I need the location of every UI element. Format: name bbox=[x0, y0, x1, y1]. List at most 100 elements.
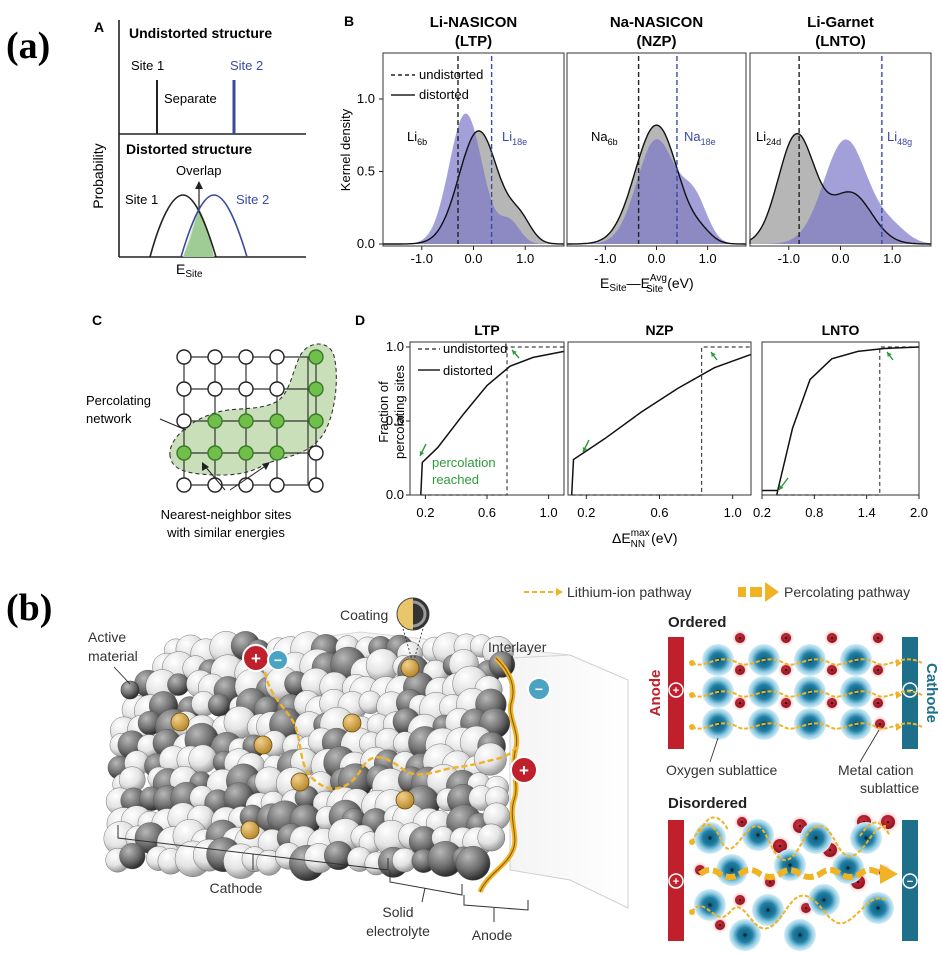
coated-particle bbox=[342, 713, 362, 733]
metal-cation-core bbox=[830, 701, 834, 705]
metal-cation-core bbox=[804, 906, 808, 910]
panel-b-undistorted-area bbox=[383, 113, 564, 244]
panel-d-xtick-label: 1.0 bbox=[540, 505, 558, 520]
panel-c-site-green bbox=[308, 413, 324, 429]
metal-cation-core bbox=[784, 636, 788, 640]
panel-b-site2-main: Na bbox=[684, 129, 701, 144]
pathway-legend: Lithium-ion pathway Percolating pathway bbox=[524, 582, 910, 602]
panel-c-site-green bbox=[269, 413, 285, 429]
panel-c-sites-line1: Nearest-neighbor sites bbox=[161, 507, 292, 522]
panel-c-site bbox=[238, 477, 254, 493]
percolating-pathway bbox=[698, 867, 882, 880]
metal-cation-core bbox=[830, 636, 834, 640]
panel-c-site bbox=[269, 477, 285, 493]
panel-b-legend-undistorted: undistorted bbox=[419, 67, 483, 82]
percolating-arrowhead bbox=[880, 864, 898, 884]
panel-b-xtick-label: -1.0 bbox=[778, 251, 800, 266]
panel-b-site2-label: Li48g bbox=[887, 129, 912, 147]
coating-detail-core bbox=[413, 598, 429, 630]
ordered-li-path bbox=[691, 690, 923, 698]
panel-b-site1-main: Na bbox=[591, 129, 608, 144]
panel-b-site2-sub: 18e bbox=[701, 137, 716, 147]
active-material-sphere bbox=[167, 673, 190, 696]
panel-b-site1-label: Na6b bbox=[591, 129, 618, 147]
panel-d-percolation-fraction: D Fraction of percolating sites 0.0 0.5 1.… bbox=[355, 312, 928, 550]
panel-d-frame bbox=[761, 341, 920, 496]
panel-c-percolating-network-line1: Percolating bbox=[86, 393, 151, 408]
panel-b-xtick-label: 1.0 bbox=[699, 251, 717, 266]
perc-legend-arrow bbox=[765, 582, 779, 602]
panel-b-xlabel: ESite—EAvg Site (eV) bbox=[600, 273, 694, 295]
panel-c-site-green bbox=[207, 445, 223, 461]
oxygen-core bbox=[708, 836, 712, 840]
disordered-li-path bbox=[859, 821, 891, 837]
metal-cation-core bbox=[876, 701, 880, 705]
panel-a-ylabel: Probability bbox=[90, 143, 106, 208]
metal-pointer bbox=[859, 729, 880, 763]
panel-a-overlap: Overlap bbox=[176, 163, 222, 178]
perc-legend-dash2 bbox=[750, 587, 762, 597]
coated-particle bbox=[395, 790, 415, 810]
panel-b-xtick-label: 0.0 bbox=[831, 251, 849, 266]
metal-cation-core bbox=[798, 824, 802, 828]
metal-cation-line1: Metal cation bbox=[838, 762, 913, 778]
panel-a-title-distorted: Distorted structure bbox=[126, 141, 252, 157]
panel-c-site-green bbox=[238, 445, 254, 461]
anode-electron bbox=[527, 677, 551, 701]
panel-c-site bbox=[269, 381, 285, 397]
anode-minus-sign: − bbox=[535, 681, 543, 697]
panel-d-percolation-line2: reached bbox=[432, 472, 479, 487]
panel-c-site-green bbox=[176, 445, 192, 461]
panel-a-letter: A bbox=[94, 19, 104, 35]
oxygen-core bbox=[814, 836, 818, 840]
ordered-minus-terminal bbox=[902, 682, 918, 698]
panel-c-sites-line2: with similar energies bbox=[166, 525, 285, 540]
oxygen-core bbox=[846, 866, 850, 870]
anode-label: Anode bbox=[472, 927, 513, 943]
panel-b-ytick-label: 0.5 bbox=[357, 164, 375, 179]
disordered-plus-terminal bbox=[668, 873, 684, 889]
panel-d-undistorted-step bbox=[776, 346, 919, 496]
panel-c-site-green bbox=[207, 413, 223, 429]
panel-d-xtick-label: 1.4 bbox=[858, 505, 876, 520]
panel-b-site2-main: Li bbox=[502, 129, 512, 144]
panel-b-density-curve bbox=[749, 132, 931, 245]
panel-c-site bbox=[238, 381, 254, 397]
oxygen-pointer bbox=[709, 737, 719, 763]
panel-c-site-green bbox=[308, 349, 324, 365]
panel-b-site1-sub: 24d bbox=[766, 137, 781, 147]
panel-d-title: NZP bbox=[646, 322, 674, 338]
anode-plus-sign: + bbox=[519, 761, 529, 780]
panel-c-site bbox=[238, 349, 254, 365]
electrolyte-sphere bbox=[473, 742, 507, 776]
figure-label-a: (a) bbox=[6, 25, 50, 67]
panel-d-green-arrowhead bbox=[779, 485, 784, 490]
panel-c-arrow-right bbox=[229, 464, 268, 491]
figure-label-b: (b) bbox=[6, 587, 52, 629]
ordered-title: Ordered bbox=[668, 614, 726, 631]
ordered-li-start bbox=[689, 660, 695, 666]
panel-d-xtick-label: 0.6 bbox=[478, 505, 496, 520]
panel-c-site bbox=[269, 349, 285, 365]
panel-a-overlap-arrowhead bbox=[195, 181, 203, 189]
oxygen-core bbox=[756, 833, 760, 837]
li-ion-pathway bbox=[263, 671, 519, 790]
disordered-li-path bbox=[691, 823, 887, 861]
ordered-anode-label: Anode bbox=[647, 670, 664, 717]
panel-d-ytick-label: 0.5 bbox=[386, 413, 404, 428]
oxygen-core bbox=[864, 836, 868, 840]
panel-b-yticks: 0.0 0.5 1.0 bbox=[357, 91, 383, 251]
panel-b-density-curve bbox=[383, 130, 564, 245]
panel-a-site1-top: Site 1 bbox=[131, 58, 164, 73]
active-material-line1: Active bbox=[88, 629, 126, 645]
ordered-disordered-lattices: Ordered Anode Cathode + − Oxygen sublatt… bbox=[647, 614, 940, 951]
panel-d-title: LTP bbox=[474, 322, 499, 338]
panel-d-xtick-label: 0.6 bbox=[650, 505, 668, 520]
panel-a-separate: Separate bbox=[164, 91, 217, 106]
disordered-li-path bbox=[699, 816, 729, 833]
panel-b-subtitle: (NZP) bbox=[637, 33, 677, 50]
